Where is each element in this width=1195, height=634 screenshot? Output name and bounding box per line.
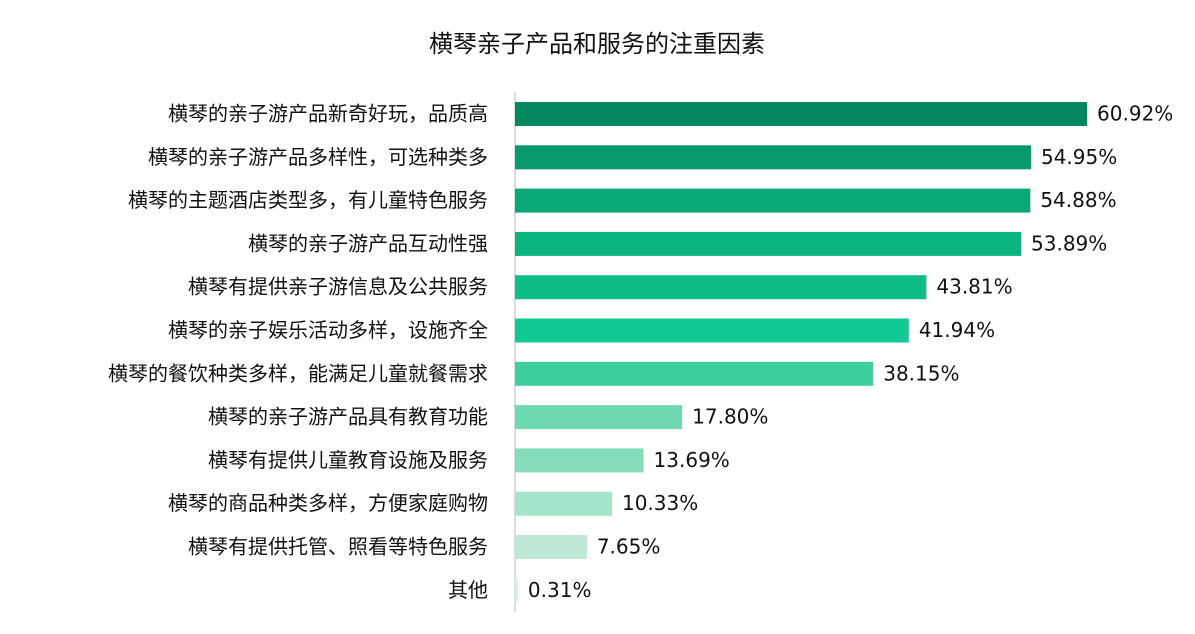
value-label: 54.88% <box>1040 188 1116 212</box>
category-label: 横琴有提供儿童教育设施及服务 <box>208 448 488 472</box>
value-label: 54.95% <box>1041 145 1117 169</box>
value-label: 43.81% <box>936 275 1012 299</box>
category-label: 横琴的亲子游产品互动性强 <box>248 231 488 255</box>
category-label: 横琴的主题酒店类型多，有儿童特色服务 <box>128 188 488 212</box>
value-label: 41.94% <box>919 318 995 342</box>
category-label: 横琴的亲子游产品多样性，可选种类多 <box>148 145 488 169</box>
value-label: 0.31% <box>528 578 592 602</box>
value-label: 53.89% <box>1031 231 1107 255</box>
bar <box>515 145 1031 170</box>
value-label: 7.65% <box>597 535 661 559</box>
bar <box>515 361 874 386</box>
category-label: 横琴的亲子娱乐活动多样，设施齐全 <box>168 318 488 342</box>
bar <box>515 578 518 603</box>
category-label: 横琴的餐饮种类多样，能满足儿童就餐需求 <box>108 361 488 385</box>
bar <box>515 535 587 559</box>
category-label: 其他 <box>448 578 488 602</box>
value-label: 10.33% <box>622 491 698 515</box>
bar <box>515 405 683 430</box>
category-label: 横琴的商品种类多样，方便家庭购物 <box>168 491 488 515</box>
category-label: 横琴有提供托管、照看等特色服务 <box>188 535 488 559</box>
bar <box>515 231 1022 256</box>
value-label: 38.15% <box>883 361 959 385</box>
category-label: 横琴的亲子游产品具有教育功能 <box>208 405 488 429</box>
value-label: 13.69% <box>654 448 730 472</box>
bar <box>515 102 1088 126</box>
category-label: 横琴有提供亲子游信息及公共服务 <box>188 275 488 299</box>
chart-title: 横琴亲子产品和服务的注重因素 <box>429 30 765 58</box>
value-label: 17.80% <box>692 405 768 429</box>
bar <box>515 275 927 300</box>
value-label: 60.92% <box>1097 102 1173 126</box>
bar <box>515 318 909 343</box>
bar <box>515 188 1031 213</box>
bar <box>515 448 644 473</box>
bar <box>515 491 612 516</box>
category-label: 横琴的亲子游产品新奇好玩，品质高 <box>168 102 488 126</box>
